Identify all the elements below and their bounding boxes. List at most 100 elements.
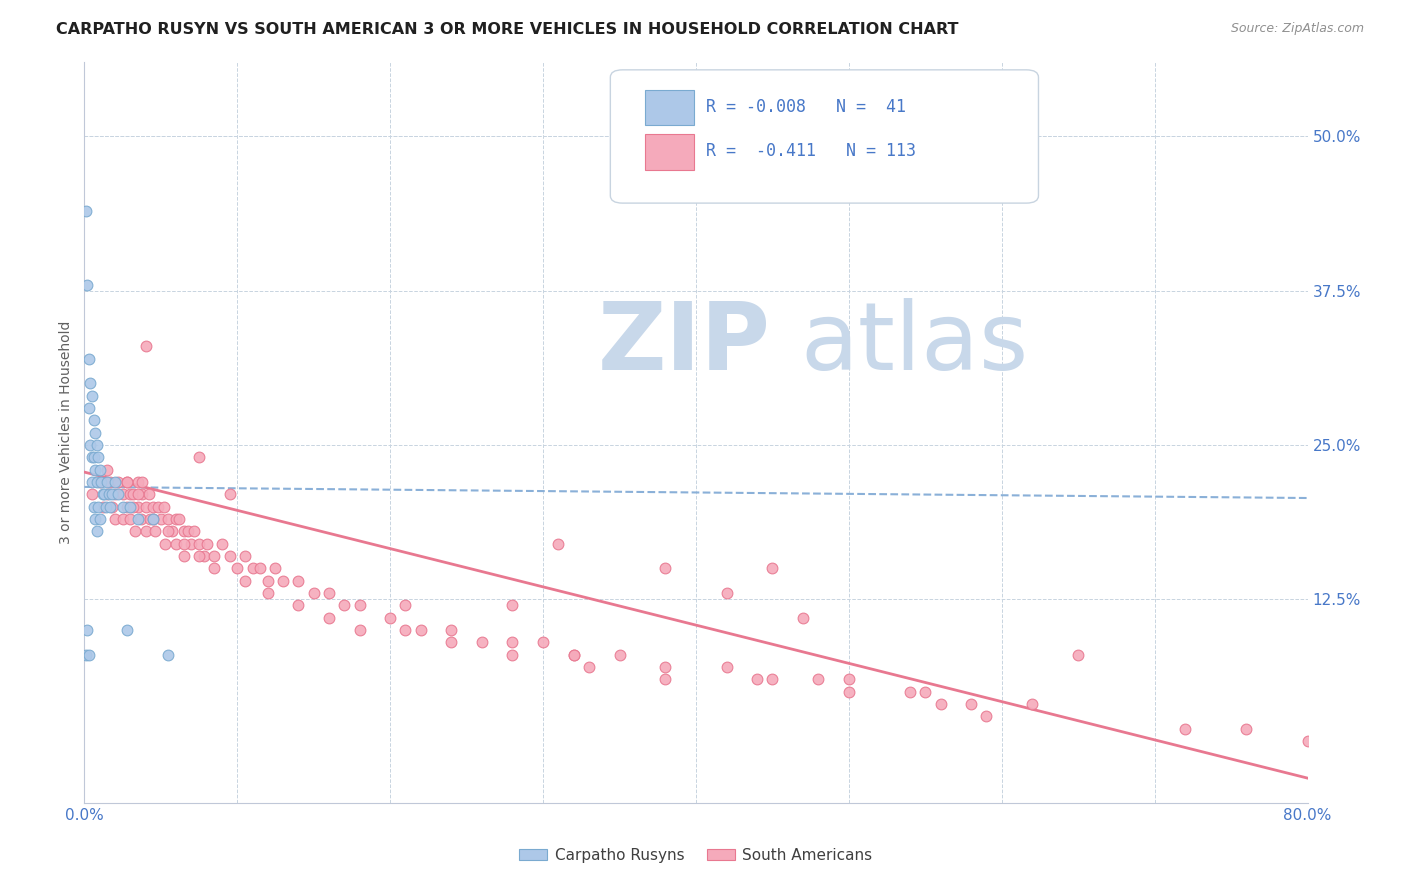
Point [131, 487, 153, 501]
Point [101, 500, 124, 514]
Point [143, 524, 166, 539]
Point [104, 487, 127, 501]
Y-axis label: 3 or more Vehicles in Household: 3 or more Vehicles in Household [59, 321, 73, 544]
Point [142, 512, 165, 526]
Point [1296, 734, 1319, 748]
Point [165, 512, 187, 526]
Point [77, 351, 100, 366]
Point [218, 549, 240, 563]
Point [173, 536, 195, 550]
Point [94, 500, 117, 514]
Point [264, 561, 287, 575]
Point [188, 450, 211, 465]
Point [96, 487, 118, 501]
Point [960, 697, 983, 711]
Point [654, 673, 676, 687]
Text: Source: ZipAtlas.com: Source: ZipAtlas.com [1230, 22, 1364, 36]
Point [75, 203, 97, 218]
Point [157, 524, 180, 539]
Point [440, 635, 463, 649]
Point [127, 487, 149, 501]
Point [111, 487, 134, 501]
Point [1236, 722, 1258, 736]
Point [127, 475, 149, 489]
Point [976, 709, 998, 723]
Text: ZIP: ZIP [598, 298, 770, 390]
Point [249, 561, 271, 575]
Point [115, 623, 138, 637]
Point [115, 500, 138, 514]
Point [153, 500, 176, 514]
Point [122, 500, 145, 514]
Point [394, 623, 416, 637]
Point [349, 623, 371, 637]
Point [578, 660, 600, 674]
Point [93, 487, 115, 501]
Point [115, 475, 138, 489]
Point [127, 512, 149, 526]
Point [898, 685, 921, 699]
Point [167, 512, 190, 526]
Text: R = -0.008   N =  41: R = -0.008 N = 41 [706, 98, 905, 116]
Point [157, 648, 180, 662]
Text: CARPATHO RUSYN VS SOUTH AMERICAN 3 OR MORE VEHICLES IN HOUSEHOLD CORRELATION CHA: CARPATHO RUSYN VS SOUTH AMERICAN 3 OR MO… [56, 22, 959, 37]
Point [98, 475, 121, 489]
Point [302, 586, 325, 600]
Point [531, 635, 554, 649]
Point [562, 648, 585, 662]
Point [142, 500, 165, 514]
Point [193, 549, 215, 563]
Point [257, 574, 280, 588]
Point [111, 512, 134, 526]
Point [135, 339, 157, 353]
Point [183, 524, 205, 539]
Point [84, 462, 107, 476]
Point [471, 635, 494, 649]
Point [380, 611, 402, 625]
Point [80, 475, 103, 489]
Point [97, 487, 120, 501]
Point [139, 512, 162, 526]
FancyBboxPatch shape [644, 135, 693, 169]
Point [271, 574, 294, 588]
Point [76, 623, 98, 637]
Point [86, 438, 108, 452]
Point [75, 648, 97, 662]
Point [165, 536, 187, 550]
Point [838, 673, 860, 687]
Point [87, 450, 110, 465]
Point [502, 599, 524, 613]
Point [83, 450, 105, 465]
Point [838, 685, 860, 699]
Point [98, 500, 121, 514]
Point [96, 475, 118, 489]
Point [188, 536, 211, 550]
Point [716, 660, 738, 674]
Point [287, 599, 309, 613]
Point [716, 586, 738, 600]
Point [160, 524, 183, 539]
Point [1174, 722, 1197, 736]
Point [89, 462, 111, 476]
Point [349, 599, 371, 613]
Point [654, 561, 676, 575]
Point [89, 512, 111, 526]
Point [440, 623, 463, 637]
Point [1021, 697, 1043, 711]
Point [233, 574, 256, 588]
Point [149, 512, 172, 526]
Point [131, 475, 153, 489]
Point [79, 376, 101, 391]
Text: R =  -0.411   N = 113: R = -0.411 N = 113 [706, 143, 915, 161]
Point [91, 487, 114, 501]
Point [233, 549, 256, 563]
Legend: Carpatho Rusyns, South Americans: Carpatho Rusyns, South Americans [513, 842, 879, 869]
FancyBboxPatch shape [610, 70, 1039, 203]
Point [242, 561, 264, 575]
Point [654, 660, 676, 674]
Point [120, 487, 142, 501]
Point [502, 648, 524, 662]
Point [124, 524, 146, 539]
Point [83, 413, 105, 427]
Point [195, 536, 218, 550]
